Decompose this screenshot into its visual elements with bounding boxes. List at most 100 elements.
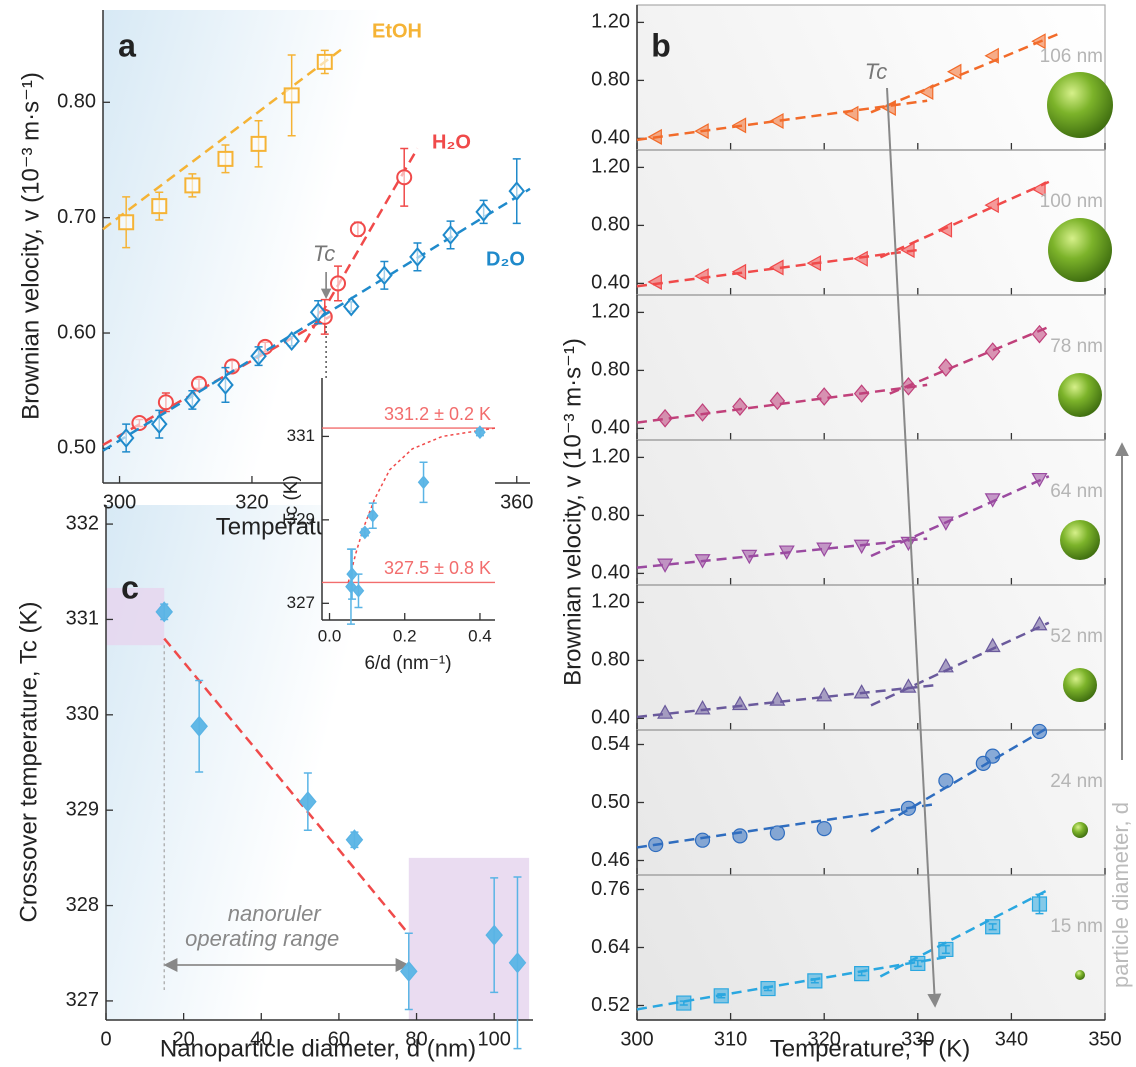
x-tick-label: 0.0	[318, 626, 342, 645]
x-tick-label: 300	[620, 1028, 653, 1050]
y-tick-label: 0.80	[591, 504, 630, 526]
y-axis-label: Brownian velocity, v (10⁻³ m·s⁻¹)	[17, 72, 44, 420]
y-tick-label: 0.80	[57, 91, 96, 113]
y-axis-label: Crossover temperature, Tc (K)	[15, 602, 42, 923]
inset-x-label: 6/d (nm⁻¹)	[364, 653, 451, 674]
y-tick-label: 328	[66, 894, 99, 916]
series-label: EtOH	[372, 20, 422, 42]
marker	[761, 982, 775, 996]
y-tick-label: 0.46	[591, 849, 630, 871]
panel-label: a	[118, 27, 136, 63]
marker	[252, 137, 266, 151]
tc-label: Tc	[865, 59, 887, 84]
x-tick-label: 320	[235, 491, 268, 513]
marker	[986, 920, 1000, 934]
marker	[1032, 724, 1046, 738]
y-tick-label: 331	[287, 426, 315, 445]
size-label: 52 nm	[1050, 626, 1103, 647]
panel-b-background	[637, 5, 1105, 1020]
x-tick-label: 0.4	[468, 626, 492, 645]
marker	[185, 178, 199, 192]
x-tick-label: 0.2	[393, 626, 417, 645]
marker	[218, 152, 232, 166]
series-label: H₂O	[432, 131, 471, 153]
x-axis-label: Temperature, T (K)	[770, 1035, 971, 1062]
size-label: 106 nm	[1040, 46, 1103, 67]
y-tick-label: 0.40	[591, 127, 630, 149]
marker	[397, 170, 411, 184]
marker	[696, 833, 710, 847]
y-tick-label: 0.40	[591, 272, 630, 294]
range-annotation: operating range	[185, 926, 339, 951]
y-tick-label: 1.20	[591, 446, 630, 468]
y-tick-label: 0.64	[591, 936, 630, 958]
size-label: 100 nm	[1040, 191, 1103, 212]
y-tick-label: 0.80	[591, 649, 630, 671]
particle-sphere	[1060, 520, 1100, 560]
x-tick-label: 300	[103, 491, 136, 513]
series-label: D₂O	[486, 248, 525, 270]
x-tick-label: 360	[500, 491, 533, 513]
particle-sphere	[1072, 822, 1088, 838]
marker	[911, 956, 925, 970]
y-tick-label: 332	[66, 512, 99, 534]
particle-sphere	[1075, 970, 1085, 980]
panel-label: c	[121, 569, 139, 605]
marker	[808, 974, 822, 988]
y-tick-label: 0.80	[591, 69, 630, 91]
y-tick-label: 0.70	[57, 206, 96, 228]
x-tick-label: 0	[100, 1028, 111, 1050]
reference-label: 327.5 ± 0.8 K	[384, 558, 491, 578]
marker	[939, 942, 953, 956]
shaded-region	[409, 858, 529, 1020]
marker	[901, 801, 915, 815]
y-tick-label: 327	[287, 593, 315, 612]
y-tick-label: 327	[66, 989, 99, 1011]
marker	[132, 416, 146, 430]
particle-sphere	[1048, 218, 1112, 282]
marker	[855, 967, 869, 981]
y-tick-label: 331	[66, 608, 99, 630]
y-tick-label: 0.76	[591, 878, 630, 900]
marker	[770, 826, 784, 840]
x-tick-label: 340	[995, 1028, 1028, 1050]
marker	[318, 55, 332, 69]
inset-y-label: Tc (K)	[281, 475, 302, 525]
marker	[331, 276, 345, 290]
y-tick-label: 0.80	[591, 359, 630, 381]
reference-label: 331.2 ± 0.2 K	[384, 404, 491, 424]
y-tick-label: 330	[66, 703, 99, 725]
y-tick-label: 1.20	[591, 156, 630, 178]
y-tick-label: 0.54	[591, 733, 630, 755]
y-tick-label: 1.20	[591, 591, 630, 613]
range-annotation: nanoruler	[228, 901, 323, 926]
side-label: particle diameter, d	[1108, 802, 1133, 988]
y-tick-label: 0.40	[591, 562, 630, 584]
page: {"chart_data": [ {"type": "scatter", "pa…	[0, 0, 1136, 1067]
size-label: 64 nm	[1050, 481, 1103, 502]
marker	[714, 989, 728, 1003]
marker	[986, 749, 1000, 763]
marker	[817, 822, 831, 836]
y-tick-label: 1.20	[591, 11, 630, 33]
y-tick-label: 0.52	[591, 994, 630, 1016]
y-tick-label: 1.20	[591, 301, 630, 323]
x-axis-label: Nanoparticle diameter, d (nm)	[160, 1035, 476, 1062]
size-label: 78 nm	[1050, 336, 1103, 357]
x-tick-label: 310	[714, 1028, 747, 1050]
marker	[285, 88, 299, 102]
y-axis-label: Brownian velocity, v (10⁻³ m·s⁻¹)	[559, 338, 586, 686]
x-tick-label: 350	[1088, 1028, 1121, 1050]
particle-sphere	[1058, 373, 1102, 417]
x-tick-label: 100	[477, 1028, 510, 1050]
size-label: 15 nm	[1050, 916, 1103, 937]
marker	[119, 215, 133, 229]
figure: 3003203403600.500.600.700.80TcEtOHH₂OD₂O…	[0, 0, 1136, 1067]
marker	[649, 838, 663, 852]
y-tick-label: 0.50	[57, 437, 96, 459]
marker	[733, 829, 747, 843]
marker	[159, 395, 173, 409]
marker	[351, 222, 365, 236]
particle-sphere	[1063, 668, 1097, 702]
particle-sphere	[1047, 72, 1113, 138]
